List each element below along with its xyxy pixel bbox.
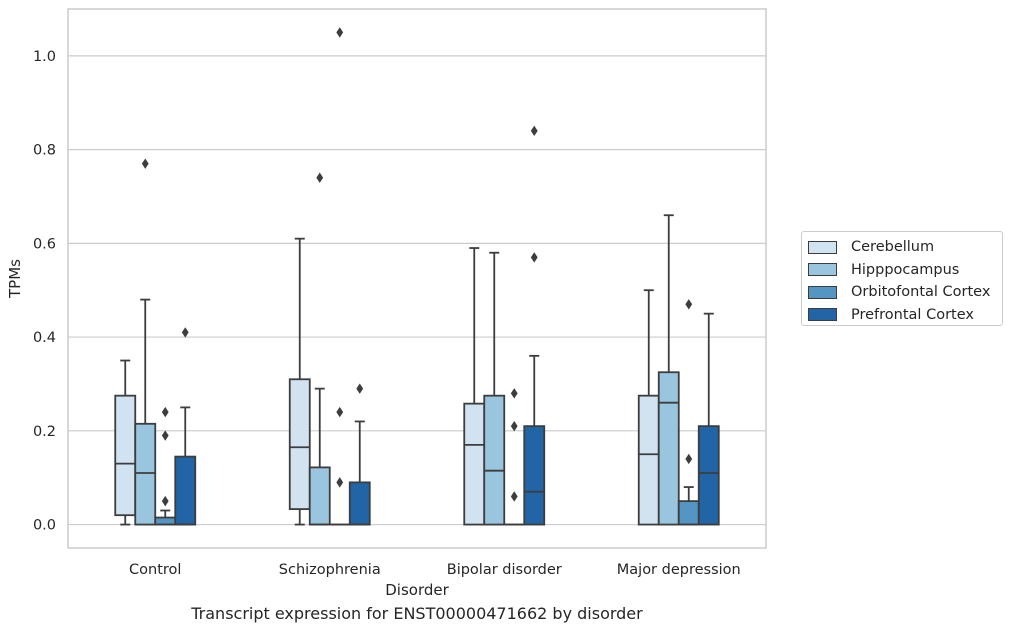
box-cerebellum-2 xyxy=(463,247,486,526)
x-tick-label: Major depression xyxy=(617,562,741,578)
box-hipppocampus-2 xyxy=(483,251,506,526)
box-cerebellum-0 xyxy=(114,359,137,526)
outlier-point xyxy=(141,158,149,169)
y-tick-label: 0.4 xyxy=(33,330,56,346)
box-body xyxy=(174,455,197,526)
y-tick-labels: 0.0 0.2 0.4 0.6 0.8 1.0 xyxy=(33,49,56,534)
outlier-point xyxy=(181,327,189,338)
legend-label: Cerebellum xyxy=(851,239,935,256)
outlier-point xyxy=(530,125,538,137)
box-hipppocampus-0 xyxy=(134,158,157,526)
box-orbitofontal-cortex-0 xyxy=(154,406,177,526)
plot-frame xyxy=(67,8,767,549)
outlier-point xyxy=(510,491,518,502)
legend-swatch xyxy=(808,285,837,299)
legend: Cerebellum Hipppocampus Orbitofontal Corte… xyxy=(801,231,1003,326)
x-tick-label: Schizophrenia xyxy=(279,562,381,578)
box-series xyxy=(114,27,720,526)
x-tick-label: Bipolar disorder xyxy=(447,562,562,578)
outlier-point xyxy=(161,495,169,507)
x-tick-labels: Control Schizophrenia Bipolar disorder Majo… xyxy=(129,562,741,578)
box-prefrontal-cortex-2 xyxy=(523,125,546,526)
legend-label: Hipppocampus xyxy=(851,261,960,278)
box-body xyxy=(657,371,680,526)
outlier-point xyxy=(685,453,693,465)
box-prefrontal-cortex-0 xyxy=(174,327,197,526)
outlier-point xyxy=(530,252,538,263)
legend-item: Prefrontal Cortex xyxy=(808,304,1002,327)
outlier-point xyxy=(356,383,364,394)
outlier-point xyxy=(161,406,169,418)
outlier-point xyxy=(336,406,344,418)
box-body xyxy=(114,394,137,517)
outlier-point xyxy=(336,477,344,488)
outlier-point xyxy=(316,172,324,183)
box-orbitofontal-cortex-2 xyxy=(503,388,526,526)
y-tick-label: 0.6 xyxy=(33,236,56,252)
box-orbitofontal-cortex-3 xyxy=(677,299,700,526)
outlier-point xyxy=(161,430,169,441)
box-body xyxy=(134,422,157,526)
box-orbitofontal-cortex-1 xyxy=(328,27,351,526)
legend-swatch xyxy=(808,240,837,254)
legend-item: Cerebellum xyxy=(808,236,1002,259)
outlier-point xyxy=(685,299,693,310)
legend-swatch xyxy=(808,308,837,322)
x-tick-label: Control xyxy=(129,562,181,578)
y-tick-label: 0.0 xyxy=(33,518,56,534)
box-body xyxy=(697,425,720,526)
box-body xyxy=(348,481,371,526)
y-tick-label: 0.2 xyxy=(33,424,56,440)
y-axis-label: TPMs xyxy=(6,259,24,299)
x-axis-label: Disorder xyxy=(385,581,449,599)
box-body xyxy=(677,500,700,526)
chart-caption: Transcript expression for ENST0000047166… xyxy=(191,604,643,623)
box-body xyxy=(308,466,331,526)
box-hipppocampus-3 xyxy=(657,214,680,526)
legend-label: Prefrontal Cortex xyxy=(851,306,974,323)
box-prefrontal-cortex-1 xyxy=(348,383,371,526)
box-body xyxy=(463,402,486,526)
legend-item: Hipppocampus xyxy=(808,259,1002,282)
box-cerebellum-1 xyxy=(288,237,311,526)
outlier-point xyxy=(510,388,518,399)
legend-item: Orbitofontal Cortex xyxy=(808,281,1002,304)
box-body xyxy=(483,394,506,526)
box-prefrontal-cortex-3 xyxy=(697,312,720,526)
box-body xyxy=(154,516,177,526)
y-tick-label: 0.8 xyxy=(33,143,56,159)
legend-label: Orbitofontal Cortex xyxy=(851,284,991,301)
outlier-point xyxy=(336,27,344,38)
y-tick-label: 1.0 xyxy=(33,49,56,65)
box-cerebellum-3 xyxy=(637,289,660,526)
legend-swatch xyxy=(808,263,837,277)
box-body xyxy=(637,394,660,526)
outlier-point xyxy=(510,420,518,432)
box-body xyxy=(288,378,311,510)
box-hipppocampus-1 xyxy=(308,172,331,526)
box-body xyxy=(523,425,546,526)
